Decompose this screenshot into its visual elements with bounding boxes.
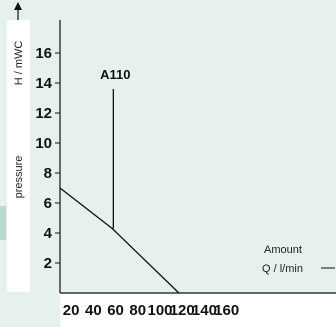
y-tick-label: 8 bbox=[44, 165, 52, 182]
annotation-label: A110 bbox=[100, 67, 130, 82]
y-tick-label: 14 bbox=[35, 75, 52, 92]
y-axis-title: H / mWC bbox=[13, 41, 25, 86]
x-tick-label: 100 bbox=[147, 302, 172, 319]
x-tick-label: 120 bbox=[170, 302, 195, 319]
y-tick-label: 2 bbox=[44, 255, 52, 272]
y-tick-label: 4 bbox=[44, 225, 53, 242]
x-tick-label: 160 bbox=[214, 302, 239, 319]
x-axis-side-label-group: Amount Q / l/min bbox=[262, 244, 335, 275]
series-group bbox=[59, 187, 180, 294]
y-axis-title-group: H / mWC pressure bbox=[13, 2, 25, 198]
side-accent-bar bbox=[0, 206, 6, 240]
x-tick-label: 20 bbox=[63, 302, 80, 319]
x-axis-side-label-bottom: Q / l/min bbox=[262, 263, 303, 275]
annotation-group: A110 bbox=[100, 67, 131, 229]
y-tick-label: 16 bbox=[35, 45, 52, 62]
x-tick-label: 60 bbox=[107, 302, 124, 319]
y-tick-label: 12 bbox=[35, 105, 52, 122]
y-axis-side-label: pressure bbox=[13, 156, 25, 199]
y-axis-arrow-icon bbox=[14, 2, 22, 10]
axes bbox=[59, 20, 336, 294]
x-tick-label: 40 bbox=[85, 302, 102, 319]
series-line bbox=[59, 187, 180, 294]
y-tick-label: 6 bbox=[44, 195, 52, 212]
x-tick-label: 80 bbox=[129, 302, 146, 319]
x-axis-side-label-top: Amount bbox=[264, 244, 302, 256]
x-tick-label: 140 bbox=[192, 302, 217, 319]
y-tick-labels: 2 4 6 8 10 12 14 16 bbox=[35, 45, 60, 272]
y-tick-label: 10 bbox=[35, 135, 52, 152]
bottom-axis-band bbox=[60, 293, 336, 327]
left-axis-strip bbox=[7, 20, 30, 292]
